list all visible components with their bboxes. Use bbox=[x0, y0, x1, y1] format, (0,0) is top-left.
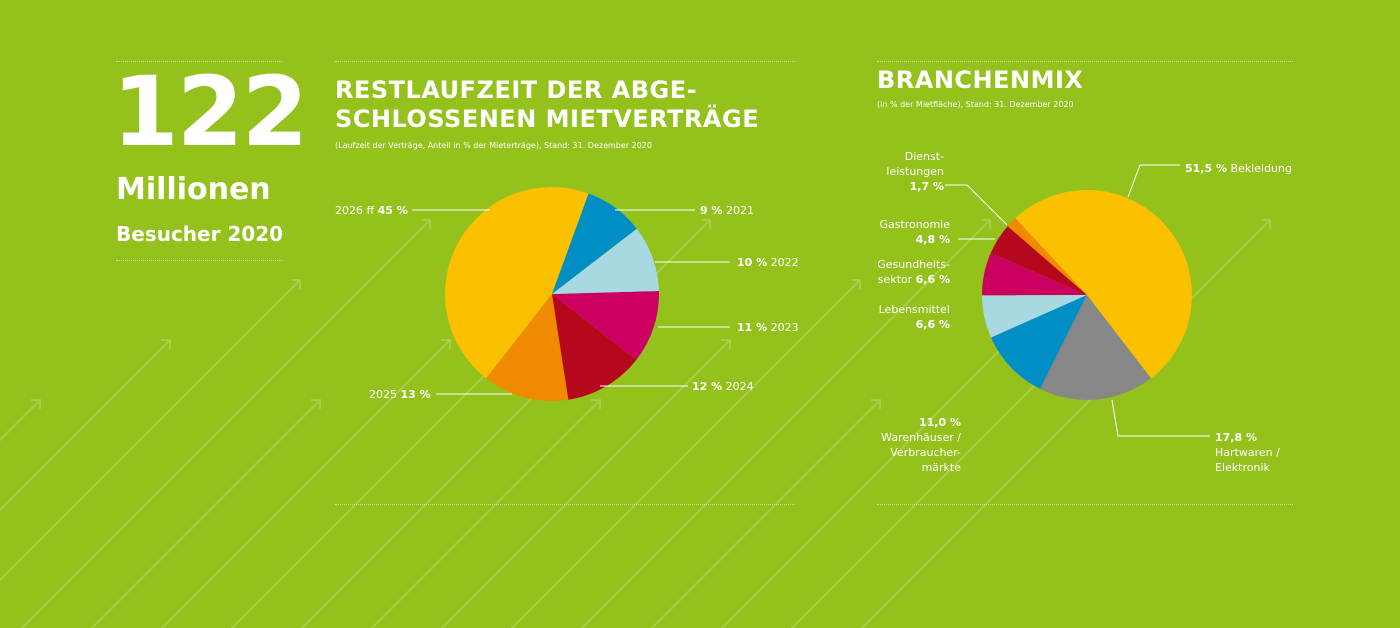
divider bbox=[335, 504, 795, 505]
chart1-title: RESTLAUFZEIT DER ABGE- SCHLOSSENEN MIETVE… bbox=[335, 76, 759, 134]
label-value: 10 % bbox=[737, 256, 768, 269]
arrow-decoration bbox=[20, 219, 431, 628]
arrow-decoration bbox=[0, 279, 301, 582]
label-value: 51,5 % bbox=[1185, 162, 1227, 175]
label-text: 2024 bbox=[725, 380, 754, 393]
label-value: 45 % bbox=[377, 204, 408, 217]
chart1-subtitle: (Laufzeit der Verträge, Anteil in % der … bbox=[335, 141, 652, 150]
branchenmix-slice-warenh-user-verbraucherm-rkte bbox=[991, 295, 1087, 389]
label-warenhaeuser: 11,0 % Warenhäuser / Verbraucher-märkte bbox=[881, 415, 961, 475]
arrow-decoration bbox=[860, 219, 1271, 628]
label-lebensmittel: Lebensmittel 6,6 % bbox=[879, 302, 950, 332]
arrow-decoration bbox=[0, 399, 41, 442]
restlaufzeit-slice-2023 bbox=[552, 291, 659, 360]
title-line: RESTLAUFZEIT DER ABGE- bbox=[335, 76, 698, 104]
restlaufzeit-slice-2025 bbox=[486, 294, 569, 402]
label-text: Gastronomie bbox=[879, 218, 950, 231]
restlaufzeit-slice-2021 bbox=[552, 193, 637, 294]
label-text: Lebensmittel bbox=[878, 303, 950, 316]
branchenmix-slice-bekleidung bbox=[1015, 189, 1193, 379]
arrow-decoration bbox=[510, 279, 861, 628]
label-text: 2025 bbox=[369, 388, 397, 401]
arrow-decoration bbox=[580, 219, 991, 628]
branchenmix-slice-gesundheitssektor bbox=[982, 252, 1087, 296]
label-2025: 2025 13 % bbox=[369, 387, 431, 402]
label-text: 2021 bbox=[726, 204, 755, 217]
arrow-decoration bbox=[90, 399, 321, 628]
label-dienstleistungen: Dienst-leistungen 1,7 % bbox=[886, 149, 944, 194]
chart2-subtitle: (in % der Mietfläche), Stand: 31. Dezemb… bbox=[877, 100, 1074, 109]
divider bbox=[335, 61, 795, 62]
label-text: Hartwaren / bbox=[1215, 446, 1280, 459]
stat-unit: Millionen bbox=[116, 172, 271, 207]
label-value: 11,0 % bbox=[919, 416, 961, 429]
stat-label: Besucher 2020 bbox=[116, 222, 284, 246]
label-value: 11 % bbox=[737, 321, 768, 334]
arrow-decoration bbox=[0, 339, 171, 512]
label-text: 2023 bbox=[770, 321, 799, 334]
branchenmix-slice-lebensmittel bbox=[982, 295, 1087, 338]
title-line: SCHLOSSENEN MIETVERTRÄGE bbox=[335, 105, 760, 133]
label-gastronomie: Gastronomie 4,8 % bbox=[879, 217, 950, 247]
leader-lines bbox=[412, 164, 1210, 437]
label-value: 17,8 % bbox=[1215, 431, 1257, 444]
label-value: 6,6 % bbox=[915, 318, 950, 331]
arrow-decoration bbox=[370, 399, 601, 628]
label-value: 9 % bbox=[700, 204, 723, 217]
label-value: 4,8 % bbox=[915, 233, 950, 246]
divider bbox=[116, 61, 282, 62]
divider bbox=[877, 61, 1293, 62]
branchenmix-slice-hartwaren-elektronik bbox=[1040, 295, 1152, 400]
label-text: 2022 bbox=[770, 256, 799, 269]
label-text: Bekleidung bbox=[1230, 162, 1292, 175]
stat-number: 122 bbox=[112, 56, 308, 168]
label-text: 2026 ff bbox=[335, 204, 375, 217]
label-2021: 9 % 2021 bbox=[700, 203, 754, 218]
label-hartwaren: 17,8 % Hartwaren / Elektronik bbox=[1215, 430, 1280, 475]
label-text: sektor bbox=[877, 273, 913, 286]
branchenmix-slice-gastronomie bbox=[990, 226, 1087, 295]
arrow-decoration bbox=[650, 399, 881, 628]
arrow-decoration bbox=[160, 339, 451, 628]
label-2026: 2026 ff 45 % bbox=[335, 203, 408, 218]
label-text: Warenhäuser / bbox=[881, 431, 961, 444]
label-2022: 10 % 2022 bbox=[737, 255, 799, 270]
label-2023: 11 % 2023 bbox=[737, 320, 799, 335]
label-text: Gesundheits- bbox=[877, 258, 950, 271]
chart2-title: BRANCHENMIX bbox=[877, 66, 1084, 94]
label-text: Dienst- bbox=[904, 150, 944, 163]
label-value: 1,7 % bbox=[909, 180, 944, 193]
divider bbox=[116, 260, 282, 261]
branchenmix-slice-dienstleistungen bbox=[1007, 218, 1087, 295]
label-gesundheit: Gesundheits-sektor 6,6 % bbox=[877, 257, 950, 287]
label-2024: 12 % 2024 bbox=[692, 379, 754, 394]
label-text: Elektronik bbox=[1215, 461, 1270, 474]
label-value: 13 % bbox=[400, 388, 431, 401]
label-text: Verbraucher- bbox=[890, 446, 961, 459]
divider bbox=[877, 504, 1293, 505]
restlaufzeit-slice-2026-ff bbox=[445, 187, 589, 379]
arrow-decoration bbox=[440, 339, 731, 628]
label-value: 12 % bbox=[692, 380, 723, 393]
label-text: leistungen bbox=[886, 165, 944, 178]
label-bekleidung: 51,5 % Bekleidung bbox=[1185, 161, 1292, 176]
restlaufzeit-slice-2024 bbox=[552, 294, 637, 400]
restlaufzeit-slice-2022 bbox=[552, 228, 659, 294]
label-text: märkte bbox=[921, 461, 961, 474]
label-value: 6,6 % bbox=[915, 273, 950, 286]
